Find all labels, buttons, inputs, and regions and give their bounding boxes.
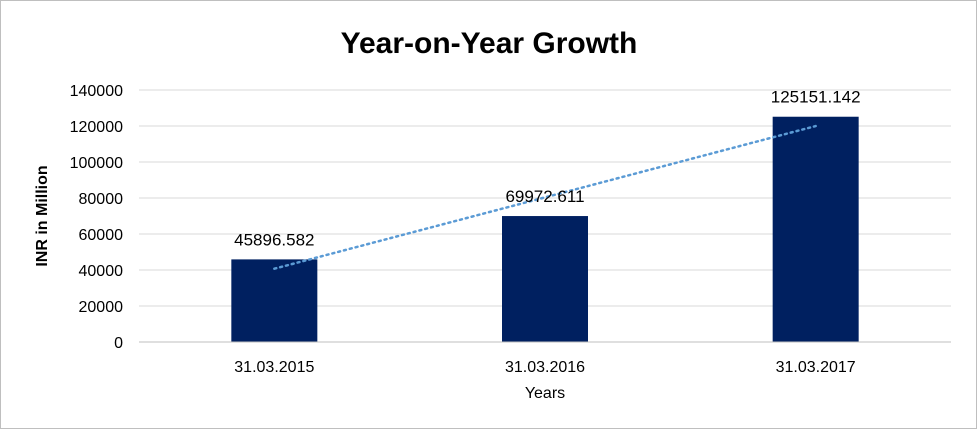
chart-title: Year-on-Year Growth: [341, 27, 638, 60]
y-tick-label: 140000: [70, 83, 123, 100]
y-axis-label: INR in Million: [34, 165, 51, 266]
x-tick-label: 31.03.2017: [776, 359, 856, 376]
data-label: 69972.611: [505, 187, 584, 206]
bar: [502, 216, 588, 342]
data-label: 125151.142: [771, 88, 861, 107]
data-label: 45896.582: [234, 230, 314, 249]
y-tick-label: 40000: [79, 263, 124, 280]
bars-layer: [231, 116, 859, 343]
bar: [231, 259, 318, 342]
y-tick-label: 0: [114, 335, 123, 352]
y-tick-label: 80000: [79, 191, 124, 208]
y-tick-label: 60000: [79, 227, 124, 244]
y-tick-label: 120000: [70, 119, 123, 136]
x-axis-label: Years: [525, 385, 565, 402]
labels-layer: 0 20000 40000 60000 80000 100000 120000 140000 3…: [70, 83, 861, 376]
x-tick-label: 31.03.2016: [505, 359, 585, 376]
y-tick-label: 100000: [70, 155, 123, 172]
bar: [772, 116, 859, 343]
y-tick-label: 20000: [79, 299, 124, 316]
x-tick-label: 31.03.2015: [234, 359, 314, 376]
